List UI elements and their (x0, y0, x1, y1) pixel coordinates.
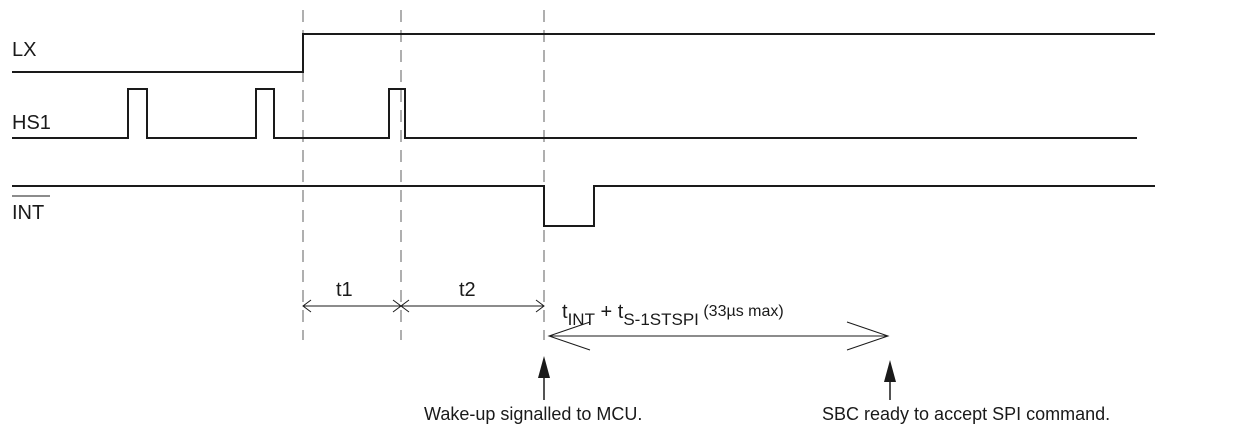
wake-up-arrow-head (538, 356, 550, 378)
t1-label: t1 (336, 279, 353, 301)
sbc-ready-annotation: SBC ready to accept SPI command. (822, 404, 1110, 424)
tint-sub-b: S-1STSPI (623, 310, 699, 329)
tint-plus: + t (595, 301, 624, 323)
signal-label-lx: LX (12, 39, 36, 61)
lx-waveform (12, 33, 1155, 73)
tint-suffix: (33µs max) (699, 303, 784, 320)
signal-label-hs1: HS1 (12, 112, 51, 134)
hs1-waveform (12, 88, 1137, 139)
t2-arrowhead-left (400, 299, 410, 313)
tint-main-a: t (562, 301, 568, 323)
tint-label: tINT + tS-1STSPI (33µs max) (562, 301, 784, 329)
tint-arrowhead-right (846, 321, 890, 351)
tint-sub-a: INT (568, 310, 595, 329)
t2-label: t2 (459, 279, 476, 301)
t1-arrowhead-left (302, 299, 312, 313)
int-waveform (12, 185, 1155, 227)
signal-label-int: INT (12, 202, 44, 224)
sbc-ready-arrow-head (884, 360, 896, 382)
wake-up-annotation: Wake-up signalled to MCU. (424, 404, 642, 424)
t2-arrowhead-right (535, 299, 545, 313)
tint-arrowhead-left (547, 321, 591, 351)
